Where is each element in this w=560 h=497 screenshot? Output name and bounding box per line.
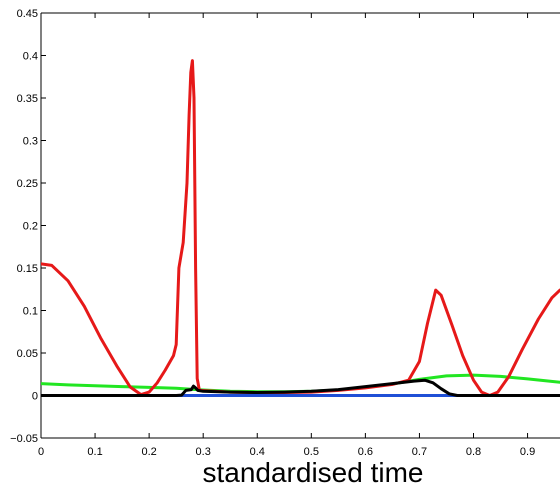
x-tick-label: 0.8 — [466, 446, 481, 458]
y-tick-label: 0.35 — [17, 93, 38, 105]
x-axis-title: standardised time — [202, 457, 423, 488]
x-tick-label: 0.4 — [250, 446, 265, 458]
x-tick-label: 0.7 — [412, 446, 427, 458]
series-line-1 — [41, 373, 560, 394]
x-tick-label: 0 — [38, 446, 44, 458]
series-group — [41, 59, 560, 397]
y-tick-label: 0.45 — [17, 8, 38, 20]
y-tick-label: 0.05 — [17, 348, 38, 360]
y-tick-label: 0.4 — [23, 51, 38, 63]
x-tick-label: 0.3 — [196, 446, 211, 458]
series-line-3 — [41, 378, 560, 397]
x-tick-label: 0.2 — [141, 446, 156, 458]
x-tick-label: 0.1 — [87, 446, 102, 458]
y-tick-label: −0.05 — [10, 433, 38, 445]
x-ticks: 0 0.1 0.2 0.3 0.4 0.5 0.6 0.7 0.8 0.9 — [38, 13, 535, 458]
y-tick-label: 0.15 — [17, 263, 38, 275]
y-ticks: −0.05 0 0.05 0.1 0.15 0.2 0.25 0.3 0.35 0.4 0.45 — [10, 8, 46, 445]
y-tick-label: 0.3 — [23, 136, 38, 148]
x-tick-label: 0.9 — [520, 446, 535, 458]
y-tick-label: 0 — [32, 391, 38, 403]
y-tick-label: 0.25 — [17, 178, 38, 190]
x-tick-label: 0.5 — [304, 446, 319, 458]
x-tick-label: 0.6 — [358, 446, 373, 458]
series-line-2 — [41, 59, 560, 397]
y-tick-label: 0.2 — [23, 221, 38, 233]
y-tick-label: 0.1 — [23, 306, 38, 318]
